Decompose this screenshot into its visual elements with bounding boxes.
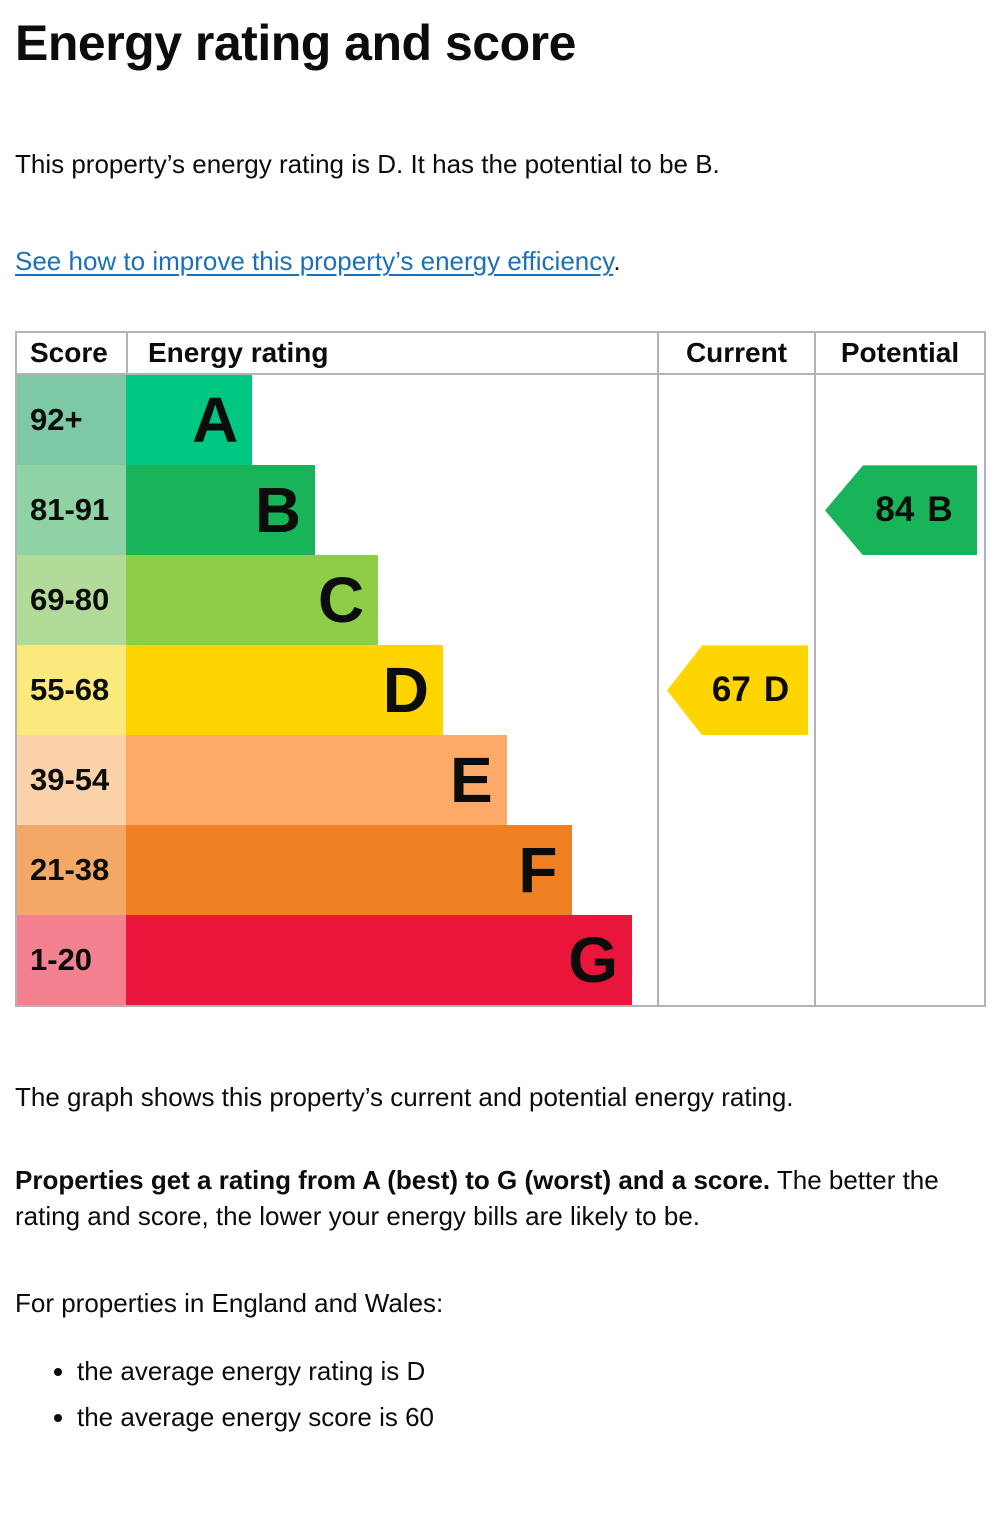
potential-column-cell	[814, 555, 984, 646]
band-row-e: 39-54 E	[17, 735, 984, 826]
potential-column-cell	[814, 375, 984, 466]
rating-bar-cell: B	[126, 465, 657, 556]
current-rating-letter: D	[763, 670, 790, 710]
header-energy-rating: Energy rating	[126, 333, 657, 374]
band-bar-f: F	[126, 825, 572, 916]
current-score-value: 67	[711, 670, 751, 710]
potential-column-cell	[814, 735, 984, 826]
band-row-c: 69-80 C	[17, 555, 984, 646]
current-column-cell	[657, 915, 814, 1006]
potential-score-value: 84	[875, 490, 915, 530]
potential-column-cell	[814, 645, 984, 736]
potential-column-cell	[814, 915, 984, 1006]
current-column-cell	[657, 825, 814, 916]
band-bar-a: A	[126, 375, 253, 466]
table-header-row: Score Energy rating Current Potential	[17, 333, 984, 376]
current-column-cell	[657, 375, 814, 466]
score-range-label: 1-20	[17, 915, 126, 1006]
potential-rating-arrow: 84 B	[825, 465, 977, 556]
band-bar-b: B	[126, 465, 316, 556]
improve-link-line: See how to improve this property’s energ…	[15, 246, 985, 277]
band-row-a: 92+ A	[17, 375, 984, 466]
score-range-label: 92+	[17, 375, 126, 466]
band-bar-c: C	[126, 555, 379, 646]
rating-bar-cell: F	[126, 825, 657, 916]
intro-text: This property’s energy rating is D. It h…	[15, 149, 720, 179]
list-item: the average energy rating is D	[77, 1355, 985, 1388]
current-column-cell	[657, 555, 814, 646]
band-bar-e: E	[126, 735, 507, 826]
potential-column-cell: 84 B	[814, 465, 984, 556]
current-column-cell	[657, 735, 814, 826]
header-current: Current	[657, 333, 814, 374]
score-range-label: 81-91	[17, 465, 126, 556]
current-column-cell	[657, 465, 814, 556]
rating-explanation: Properties get a rating from A (best) to…	[15, 1162, 985, 1235]
potential-rating-letter: B	[927, 490, 953, 530]
band-row-d: 55-68 D 67 D	[17, 645, 984, 736]
rating-bar-cell: D	[126, 645, 657, 736]
header-score: Score	[30, 337, 108, 369]
region-line: For properties in England and Wales:	[15, 1287, 444, 1318]
rating-bar-cell: C	[126, 555, 657, 646]
band-row-g: 1-20 G	[17, 915, 984, 1006]
link-suffix: .	[613, 246, 621, 277]
list-item: the average energy score is 60	[77, 1401, 985, 1434]
explanation-bold: Properties get a rating from A (best) to…	[15, 1164, 771, 1195]
rating-bar-cell: E	[126, 735, 657, 826]
score-range-label: 39-54	[17, 735, 126, 826]
score-range-label: 69-80	[17, 555, 126, 646]
improve-efficiency-link[interactable]: See how to improve this property’s energ…	[15, 246, 614, 277]
current-column-cell: 67 D	[657, 645, 814, 736]
energy-rating-table: Score Energy rating Current Potential 92…	[15, 331, 986, 1008]
rating-bar-cell: A	[126, 375, 657, 466]
explanation-rest: The better the rating and score, the low…	[15, 1164, 939, 1232]
graph-caption: The graph shows this property’s current …	[15, 1082, 794, 1113]
header-potential: Potential	[814, 333, 984, 374]
band-bar-g: G	[126, 915, 633, 1006]
table-body: 92+ A 81-91 B 84 B 69-80 C 55-68 D 67 D 39-54 E 21-38 F…	[17, 375, 984, 1006]
current-rating-arrow: 67 D	[667, 645, 808, 736]
averages-list: the average energy rating is D the avera…	[15, 1355, 985, 1434]
epc-page: Energy rating and score This property’s …	[0, 14, 1000, 1434]
band-row-b: 81-91 B 84 B	[17, 465, 984, 556]
band-bar-d: D	[126, 645, 443, 736]
band-row-f: 21-38 F	[17, 825, 984, 916]
page-title: Energy rating and score	[15, 15, 576, 71]
rating-bar-cell: G	[126, 915, 657, 1006]
potential-column-cell	[814, 825, 984, 916]
score-range-label: 55-68	[17, 645, 126, 736]
score-range-label: 21-38	[17, 825, 126, 916]
